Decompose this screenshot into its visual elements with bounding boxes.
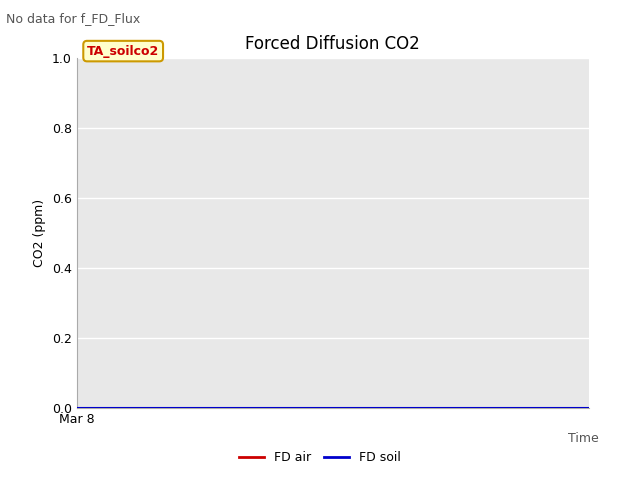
Text: Time: Time [568, 432, 598, 445]
Y-axis label: CO2 (ppm): CO2 (ppm) [33, 199, 46, 267]
Title: Forced Diffusion CO2: Forced Diffusion CO2 [245, 35, 420, 53]
Text: No data for f_FD_Flux: No data for f_FD_Flux [6, 12, 141, 25]
Text: TA_soilco2: TA_soilco2 [87, 45, 159, 58]
Legend: FD air, FD soil: FD air, FD soil [234, 446, 406, 469]
